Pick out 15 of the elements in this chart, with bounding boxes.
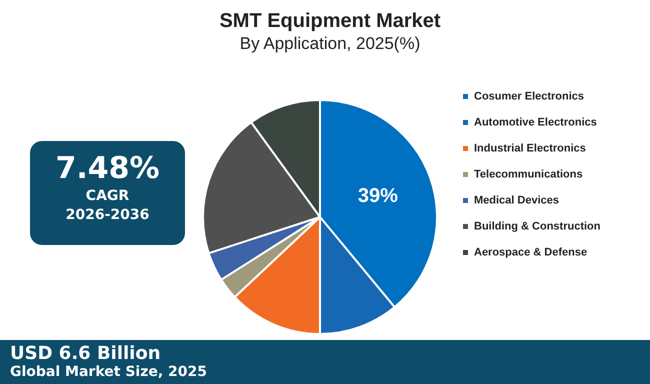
legend-label: Industrial Electronics <box>474 142 586 154</box>
legend-label: Telecommunications <box>474 168 583 180</box>
text: 7.48% <box>54 151 161 187</box>
legend-label: Building & Construction <box>474 220 601 232</box>
legend-label: Automotive Electronics <box>474 116 597 128</box>
text: Global Market Size, 2025 <box>10 364 208 380</box>
text: CAGR <box>84 187 130 206</box>
data-label: 39% <box>358 185 398 208</box>
text: USD 6.6 Billion <box>10 343 161 364</box>
legend-label: Cosumer Electronics <box>474 90 584 102</box>
chart-subtitle: By Application, 2025(%) <box>240 34 420 53</box>
text: 2026-2036 <box>64 206 150 225</box>
legend-label: Aerospace & Defense <box>474 246 588 258</box>
chart-title: SMT Equipment Market <box>219 10 441 32</box>
legend-label: Medical Devices <box>474 194 559 206</box>
